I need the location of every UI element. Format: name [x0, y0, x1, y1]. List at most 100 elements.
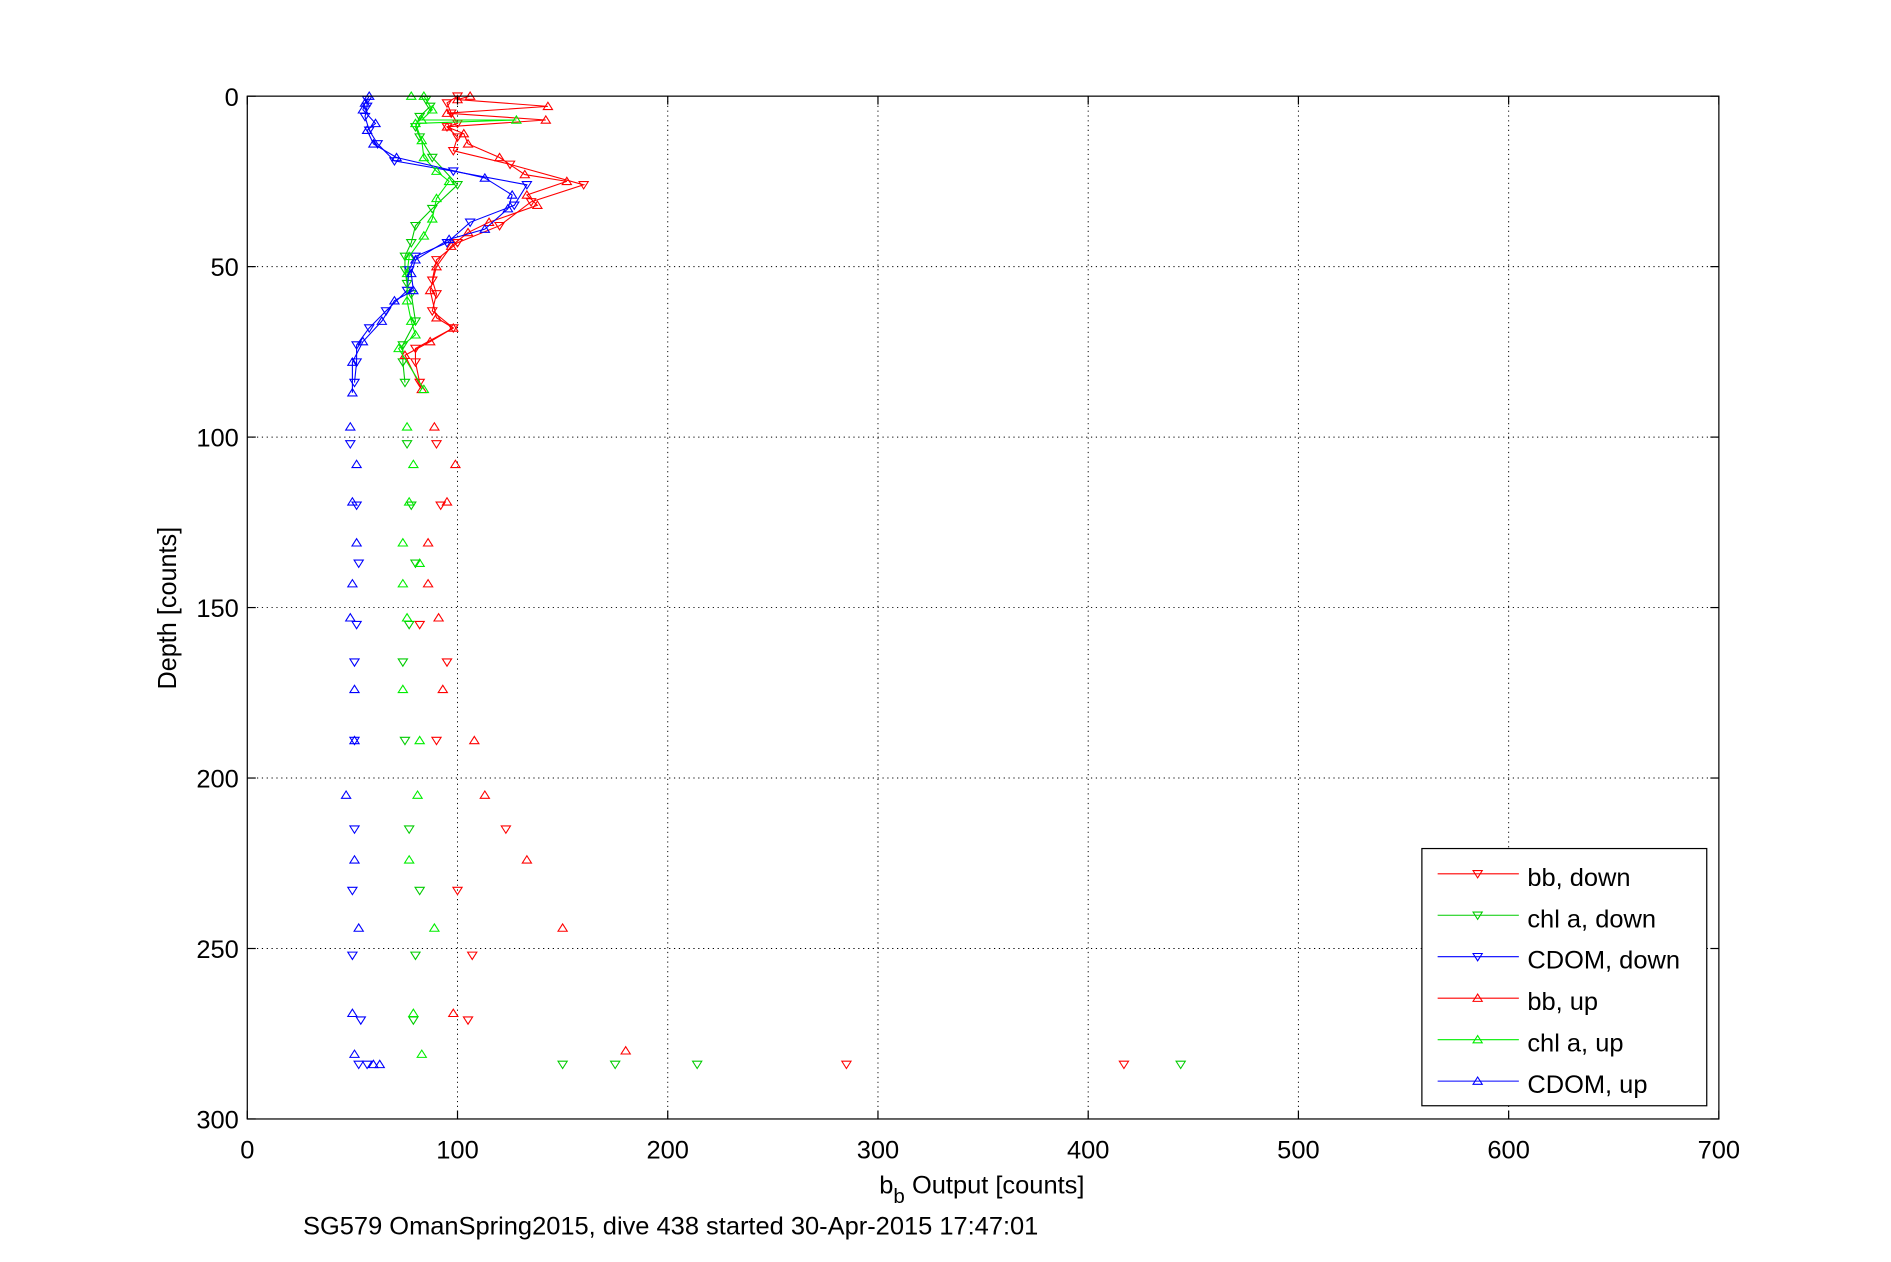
data-point	[351, 537, 363, 547]
y-tick-label: 50	[210, 254, 238, 282]
data-point	[441, 108, 453, 117]
data-point	[479, 172, 491, 182]
legend-marker	[1472, 993, 1484, 1002]
x-tick-label: 0	[240, 1137, 254, 1165]
data-point	[403, 620, 415, 630]
data-point	[414, 886, 426, 896]
data-point	[426, 213, 438, 223]
data-point	[346, 951, 358, 961]
data-point	[399, 252, 411, 262]
y-tick-label: 300	[196, 1107, 238, 1135]
data-point	[426, 153, 438, 163]
data-point	[521, 181, 533, 190]
data-point	[521, 854, 533, 864]
data-point	[376, 316, 388, 325]
data-point	[405, 239, 417, 248]
data-point	[357, 336, 369, 346]
data-point	[430, 166, 443, 175]
legend-label: chl a, up	[1527, 1030, 1623, 1058]
legend: bb, down chl a, down CDOM, down bb, up chl a…	[1421, 847, 1708, 1107]
data-point	[441, 99, 453, 109]
y-axis-label: Depth [counts]	[154, 527, 182, 690]
data-point	[418, 384, 430, 394]
data-point	[401, 440, 413, 450]
data-point	[418, 152, 430, 162]
x-axis-label: bb Output [counts]	[879, 1172, 1084, 1209]
axis-ticks: 0 100 200 300 400 500 600 700 0 50 100 150 200 250 300	[196, 84, 1740, 1165]
data-point	[557, 1060, 569, 1070]
data-point	[1118, 1060, 1130, 1070]
data-point	[430, 290, 443, 300]
series-line	[353, 99, 528, 383]
data-point	[430, 256, 443, 265]
data-point	[508, 201, 520, 211]
data-point	[430, 736, 443, 746]
data-point	[531, 200, 543, 209]
data-point	[409, 317, 422, 327]
data-point	[361, 1060, 373, 1070]
data-point	[426, 104, 438, 114]
series-cdom-down	[344, 95, 533, 1070]
data-point	[405, 316, 417, 325]
data-point	[428, 421, 440, 431]
data-point	[372, 140, 384, 150]
data-point	[346, 886, 358, 896]
data-point	[348, 854, 361, 864]
data-point	[346, 1008, 358, 1018]
data-point	[462, 227, 474, 237]
legend-label: CDOM, up	[1527, 1071, 1647, 1099]
data-point	[409, 559, 422, 569]
data-point	[424, 336, 436, 346]
data-point	[403, 825, 415, 835]
data-point	[407, 1016, 419, 1026]
data-point	[353, 922, 365, 932]
data-point	[401, 295, 413, 305]
x-tick-label: 100	[436, 1137, 478, 1165]
x-tick-label: 300	[857, 1137, 899, 1165]
data-point	[521, 189, 533, 199]
series-chl-a-down	[397, 95, 1187, 1070]
data-point	[691, 1060, 703, 1070]
data-point	[447, 146, 459, 156]
data-point	[414, 620, 426, 630]
data-point	[346, 496, 358, 506]
data-point	[344, 421, 356, 431]
data-point	[542, 101, 554, 111]
data-point	[346, 387, 358, 397]
data-point	[355, 1016, 367, 1026]
data-point	[397, 341, 409, 351]
data-point	[351, 620, 363, 630]
data-point	[390, 152, 403, 162]
data-point	[437, 684, 449, 694]
y-tick-label: 250	[196, 936, 238, 964]
data-point	[422, 537, 434, 547]
data-point	[441, 658, 453, 668]
data-point	[418, 230, 430, 240]
series-cdom-up	[340, 91, 518, 1069]
data-point	[340, 789, 352, 799]
y-tick-label: 100	[196, 425, 238, 453]
data-point	[504, 160, 516, 170]
data-point	[409, 951, 422, 961]
data-point	[351, 341, 363, 351]
data-point	[409, 254, 422, 264]
data-point	[445, 241, 457, 250]
data-point	[369, 118, 382, 128]
series-bb-down	[409, 92, 1130, 1070]
series-layer	[340, 91, 1187, 1070]
data-point	[407, 1008, 419, 1018]
data-point	[441, 121, 453, 131]
chart-subtitle: SG579 OmanSpring2015, dive 438 started 3…	[303, 1212, 1038, 1240]
data-point	[397, 684, 409, 694]
data-point	[466, 951, 478, 961]
data-point	[435, 501, 447, 511]
data-point	[403, 251, 415, 261]
data-point	[344, 612, 356, 622]
data-point	[363, 324, 375, 334]
data-point	[359, 97, 371, 107]
y-tick-label: 0	[225, 84, 239, 112]
data-point	[510, 114, 522, 124]
data-point	[388, 295, 401, 305]
data-point	[397, 537, 409, 547]
